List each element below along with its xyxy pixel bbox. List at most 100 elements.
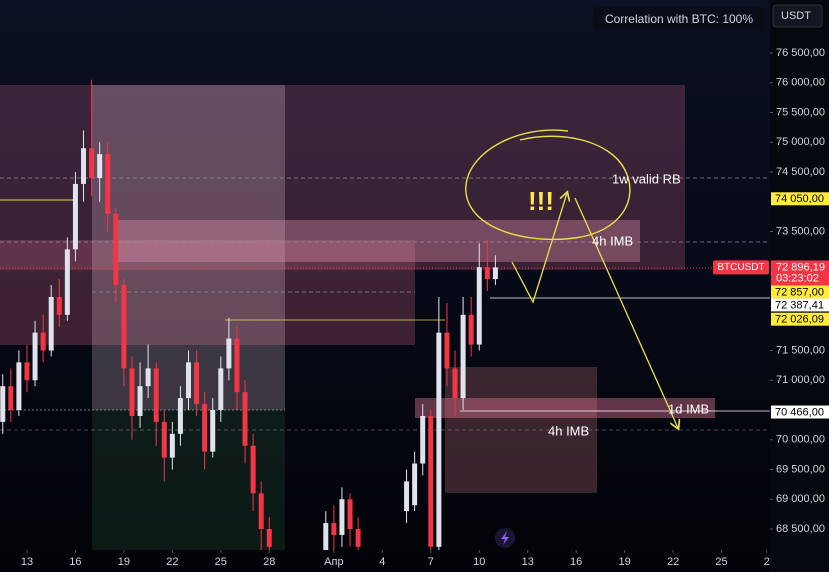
candle-body — [218, 368, 224, 411]
circle-drawing — [465, 129, 631, 241]
drawings — [0, 129, 770, 430]
zone-1d-imb — [415, 398, 715, 418]
candle-body — [476, 267, 482, 345]
annotation: 4h IMB — [592, 233, 633, 248]
price-label: 72 387,41 — [775, 299, 824, 311]
y-tick-label: 68 500,00 — [776, 523, 825, 535]
x-tick-label: 16 — [570, 556, 582, 568]
y-tick-label: 69 000,00 — [776, 493, 825, 505]
candle-body — [266, 528, 272, 547]
candle-body — [81, 148, 87, 184]
price-label: 74 050,00 — [775, 193, 824, 205]
candle-body — [202, 404, 208, 452]
candle-body — [153, 368, 159, 422]
candle-body — [121, 285, 127, 369]
candle-body — [97, 154, 103, 178]
y-tick-label: 76 500,00 — [776, 47, 825, 59]
currency-button[interactable] — [772, 4, 823, 28]
price-label-box — [771, 298, 829, 312]
candle-body — [468, 314, 474, 345]
x-tick-label: 19 — [619, 556, 631, 568]
y-tick-label: 71 500,00 — [776, 344, 825, 356]
price-label-box — [771, 312, 829, 326]
candle-body — [40, 332, 46, 351]
x-tick-label: 28 — [263, 556, 275, 568]
symbol-tag — [713, 260, 769, 275]
arrow — [511, 193, 567, 304]
candle-body — [323, 523, 329, 550]
candle-body — [412, 463, 418, 506]
annotation: 1d IMB — [668, 401, 709, 416]
candle-body — [194, 362, 200, 405]
candle-body — [137, 386, 143, 416]
price-label: 72 857,00 — [775, 286, 824, 298]
candle-body — [89, 148, 95, 178]
x-tick-label: 25 — [715, 556, 727, 568]
y-tick-label: 69 500,00 — [776, 463, 825, 475]
x-tick-label: 2 — [764, 556, 770, 568]
candle-body — [129, 368, 135, 416]
candle-body — [56, 296, 62, 315]
y-tick-label: 76 000,00 — [776, 77, 825, 89]
x-tick-label: 22 — [667, 556, 679, 568]
y-tick-label: 70 000,00 — [776, 434, 825, 446]
candle-body — [8, 386, 14, 411]
x-tick-label: 4 — [379, 556, 385, 568]
candle-body — [404, 481, 410, 512]
candle-body — [16, 362, 22, 411]
x-tick-label: 10 — [473, 556, 485, 568]
price-label: 70 466,00 — [775, 406, 824, 418]
lightning-icon — [501, 531, 509, 545]
candle-body — [355, 528, 361, 547]
candle-body — [492, 267, 498, 280]
candle-body — [105, 154, 111, 214]
countdown: 03:23:02 — [776, 272, 819, 284]
x-tick-label: 16 — [69, 556, 81, 568]
candle-body — [347, 499, 353, 529]
candle-body — [331, 523, 337, 535]
candle-body — [0, 386, 6, 422]
candle-body — [484, 267, 490, 280]
candle-body — [210, 410, 216, 452]
y-tick-label: 74 500,00 — [776, 166, 825, 178]
annotation: 4h IMB — [548, 423, 589, 438]
candle-body — [32, 332, 38, 381]
candle-body — [177, 398, 183, 434]
candle-body — [460, 314, 466, 399]
y-tick-label: 73 500,00 — [776, 225, 825, 237]
zone-4h-imb — [115, 220, 640, 262]
y-tick-label: 71 000,00 — [776, 374, 825, 386]
x-tick-label: Апр — [324, 556, 343, 568]
x-tick-label: 13 — [21, 556, 33, 568]
x-tick-label: 13 — [522, 556, 534, 568]
candle-body — [444, 332, 450, 369]
candle-body — [339, 499, 345, 535]
candle-body — [145, 368, 151, 387]
price-label: 72 026,09 — [775, 314, 824, 326]
last-price: 72 896,19 — [776, 261, 825, 273]
x-tick-label: 22 — [166, 556, 178, 568]
candle-body — [428, 415, 434, 547]
price-label-box — [771, 192, 829, 206]
zone-green — [92, 410, 285, 550]
symbol: BTCUSDT — [717, 262, 764, 273]
candle-body — [436, 332, 442, 547]
candle-body — [48, 296, 54, 351]
x-tick-label: 7 — [428, 556, 434, 568]
annotation: 1w valid RB — [612, 171, 681, 186]
candle-body — [113, 213, 119, 286]
arrow — [574, 197, 678, 428]
candles — [0, 79, 498, 550]
candle-body — [420, 415, 426, 464]
candle-body — [64, 249, 70, 315]
candle-body — [242, 392, 248, 446]
candle-body — [169, 433, 175, 458]
x-tick-label: 25 — [215, 556, 227, 568]
candle-body — [72, 183, 78, 250]
price-label-box — [771, 285, 829, 299]
currency[interactable]: USDT — [781, 10, 811, 22]
candle-body — [186, 362, 192, 399]
y-tick-label: 75 500,00 — [776, 106, 825, 118]
correlation: Correlation with BTC: 100% — [605, 12, 753, 26]
